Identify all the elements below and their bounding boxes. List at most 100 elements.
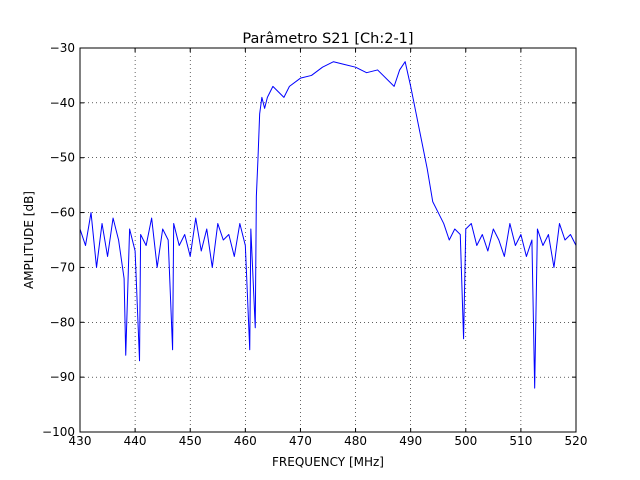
data-point [139,360,140,361]
data-point [228,234,229,235]
chart-title: Parâmetro S21 [Ch:2-1] [242,31,413,47]
series-layer [79,61,577,389]
data-point [344,64,345,65]
data-point [509,223,510,224]
data-point [283,97,284,98]
data-point [239,223,240,224]
data-point [206,229,207,230]
data-point [394,86,395,87]
data-point [212,267,213,268]
data-point [421,141,422,142]
data-point [173,223,174,224]
y-tick-label: −60 [50,206,75,220]
data-point [91,212,92,213]
x-tick-label: 490 [399,434,422,448]
data-point [399,69,400,70]
x-tick-label: 470 [289,434,312,448]
data-point [113,218,114,219]
plot-area-frame [79,47,577,433]
x-tick-label: 460 [234,434,257,448]
data-point [564,240,565,241]
data-point [487,250,488,251]
data-point [427,168,428,169]
data-point [195,218,196,219]
data-point [129,229,130,230]
y-tick-label: −50 [50,151,75,165]
data-point [250,229,251,230]
data-point [184,234,185,235]
data-point [124,278,125,279]
data-point [531,240,532,241]
data-point [258,157,259,158]
data-point [168,240,169,241]
data-point [172,349,173,350]
data-point [449,240,450,241]
s21-trace [79,61,577,389]
tick-labels: 430 440 450 460 470 480 490 500 510 520 −100 −90 −80… [42,41,587,448]
data-point [520,234,521,235]
data-point [443,223,444,224]
data-point [476,245,477,246]
data-point [107,256,108,257]
data-point [162,229,163,230]
y-tick-label: −100 [42,425,75,439]
y-tick-label: −30 [50,41,75,55]
data-point [460,234,461,235]
data-point [146,245,147,246]
data-point [179,245,180,246]
data-point [322,67,323,68]
x-tick-label: 440 [124,434,147,448]
data-point [504,256,505,257]
data-point [498,240,499,241]
data-point [217,223,218,224]
data-point [515,245,516,246]
x-tick-label: 430 [69,434,92,448]
x-axis-label: FREQUENCY [MHz] [272,455,384,469]
data-point [125,355,126,356]
data-point [85,245,86,246]
data-point [278,91,279,92]
data-point [118,240,119,241]
data-point [259,113,260,114]
data-point [493,229,494,230]
data-point [96,267,97,268]
data-point [553,267,554,268]
data-point [190,256,191,257]
x-tick-label: 450 [179,434,202,448]
data-point [482,234,483,235]
data-point [245,245,246,246]
data-point [454,229,455,230]
data-point [537,229,538,230]
data-point [463,338,464,339]
x-tick-label: 500 [454,434,477,448]
y-tick-label: −80 [50,315,75,329]
x-tick-label: 510 [509,434,532,448]
data-point [256,196,257,197]
data-point [542,245,543,246]
data-point [377,69,378,70]
data-point [140,234,141,235]
data-point [405,61,406,62]
data-point [272,86,273,87]
data-point [534,388,535,389]
x-tick-label: 520 [565,434,588,448]
data-point [465,229,466,230]
x-tick-label: 480 [344,434,367,448]
data-point [438,212,439,213]
data-point [311,75,312,76]
data-point [333,61,334,62]
data-point [255,327,256,328]
data-point [548,234,549,235]
data-point [388,80,389,81]
data-point [223,240,224,241]
y-axis-label: AMPLITUDE [dB] [22,191,36,289]
y-tick-label: −40 [50,96,75,110]
axis-ticks [79,47,577,433]
y-tick-label: −90 [50,370,75,384]
data-point [135,250,136,251]
data-point [201,250,202,251]
data-point [261,97,262,98]
data-point [157,267,158,268]
y-tick-label: −70 [50,260,75,274]
